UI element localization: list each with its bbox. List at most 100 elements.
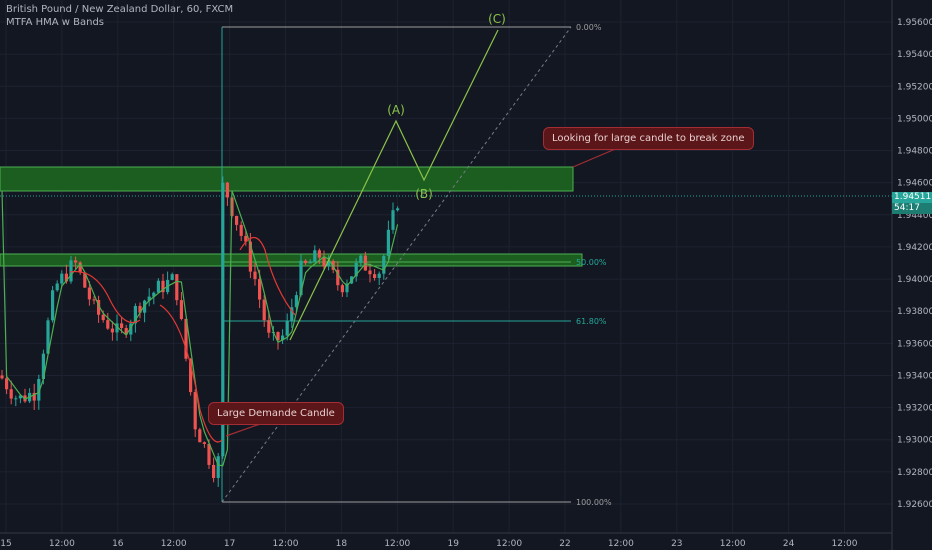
candle-body	[276, 332, 280, 341]
candle-body	[248, 241, 252, 272]
candle-body	[290, 307, 294, 322]
upper-supply-zone	[0, 166, 574, 192]
candle-body	[32, 392, 36, 401]
price-axis-label: 1.93400	[897, 371, 932, 381]
time-axis-label: 12:00	[496, 539, 522, 549]
wave-label: (C)	[488, 12, 506, 26]
time-axis-label: 12:00	[608, 539, 634, 549]
candle-body	[64, 273, 68, 282]
candle-body	[386, 229, 390, 256]
candle-body	[244, 235, 248, 242]
current-price-tag: 1.94511	[892, 192, 932, 203]
candle-body	[60, 273, 64, 284]
candle-body	[391, 210, 395, 230]
candle-body	[317, 250, 321, 258]
candle-body	[207, 443, 211, 465]
candle-body	[262, 299, 266, 321]
candle-body	[281, 335, 285, 341]
time-axis-label: 12:00	[384, 539, 410, 549]
price-axis-label: 1.94200	[897, 243, 932, 253]
candle-body	[377, 273, 381, 278]
candle-body	[170, 274, 174, 280]
price-axis-label: 1.95200	[897, 82, 932, 92]
candle-body	[308, 262, 312, 264]
candle-body	[69, 260, 73, 282]
candle-body	[156, 280, 160, 293]
price-axis-label: 1.93200	[897, 404, 932, 414]
candle-body	[175, 274, 179, 301]
time-axis-label: 12:00	[49, 539, 75, 549]
candle-body	[120, 323, 124, 328]
candle-body	[87, 287, 91, 300]
candle-body	[368, 270, 372, 275]
candle-body	[235, 215, 239, 225]
time-axis-label: 12:00	[720, 539, 746, 549]
bar-countdown: 54:17	[892, 203, 932, 214]
candle-body	[92, 299, 96, 301]
time-axis-label: 12:00	[273, 539, 299, 549]
candle-body	[253, 271, 257, 280]
time-axis-label: 23	[671, 539, 682, 549]
price-axis-label: 1.94600	[897, 179, 932, 189]
price-axis-label: 1.93800	[897, 307, 932, 317]
candle-body	[41, 353, 45, 380]
price-axis-label: 1.95000	[897, 114, 932, 124]
candle-body	[258, 279, 262, 300]
time-axis-label: 17	[224, 539, 235, 549]
candle-body	[83, 272, 87, 288]
candle-body	[382, 255, 386, 274]
candle-body	[55, 283, 59, 291]
candle-body	[97, 300, 101, 315]
break-zone-callout[interactable]: Looking for large candle to break zone	[543, 127, 754, 150]
candle-body	[345, 283, 349, 293]
time-axis-label: 19	[447, 539, 459, 549]
candle-body	[106, 320, 110, 329]
candle-body	[294, 295, 298, 308]
candle-body	[101, 314, 105, 321]
candle-body	[340, 285, 344, 293]
candle-body	[161, 280, 165, 293]
supply-demand-zones	[0, 166, 583, 267]
candle-body	[313, 250, 317, 263]
symbol-title[interactable]: British Pound / New Zealand Dollar, 60, …	[6, 4, 234, 15]
price-axis-label: 1.93600	[897, 339, 932, 349]
hma-line	[1, 190, 399, 467]
candle-body	[143, 300, 147, 313]
time-axis-label: 16	[112, 539, 124, 549]
candle-body	[327, 260, 331, 267]
candle-body	[46, 320, 50, 354]
candle-body	[152, 292, 156, 297]
candle-body	[336, 269, 340, 286]
indicator-title[interactable]: MTFA HMA w Bands	[6, 17, 104, 28]
callout-connector	[225, 423, 261, 437]
price-axis-label: 1.93000	[897, 436, 932, 446]
candle-body	[239, 224, 243, 236]
candle-body	[198, 429, 202, 443]
demand-candle-callout[interactable]: Large Demande Candle	[208, 402, 344, 425]
hma-red-segment	[159, 304, 223, 443]
candle-body	[373, 274, 377, 278]
candle-body	[9, 389, 13, 399]
candle-body	[110, 328, 114, 333]
candle-body	[299, 260, 303, 296]
candle-body	[193, 392, 197, 430]
candle-body	[221, 182, 225, 457]
candle-body	[189, 358, 193, 393]
candle-body	[37, 379, 41, 401]
fib-level-label: 50.00%	[576, 258, 607, 267]
candle-body	[18, 395, 22, 399]
elliott-wave-drawing: (A) (B) (C)	[225, 12, 621, 437]
candle-body	[133, 305, 137, 324]
candle-body	[212, 464, 216, 478]
time-axis-label: 22	[559, 539, 570, 549]
candle-body	[74, 260, 78, 263]
candle-body	[225, 182, 229, 198]
candle-body	[147, 296, 151, 301]
candle-body	[51, 290, 55, 321]
lower-demand-zone	[0, 253, 583, 267]
candle-body	[124, 327, 128, 335]
candle-body	[129, 323, 133, 335]
callout-connector	[572, 146, 621, 168]
